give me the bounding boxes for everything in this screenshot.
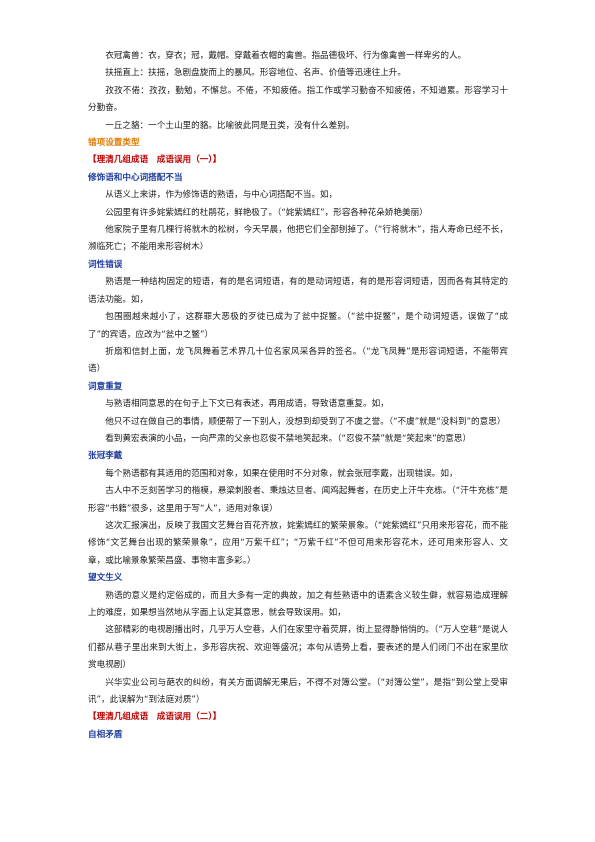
paragraph: 他家院子里有几棵行将就木的松树，今天早晨，他把它们全部刨掉了。（“行将就木”，指…	[88, 225, 508, 253]
paragraph: 熟语的意义是约定俗成的，而且大多有一定的典故，加之有些熟语中的语素含义较生僻，就…	[88, 590, 508, 618]
paragraph: 折扇和信封上面，龙飞凤舞着艺术界几十位名家风采各异的签名。（“龙飞凤舞”是形容词…	[88, 346, 508, 375]
subsection-heading: 修饰语和中心词搭配不当	[88, 172, 183, 183]
paragraph: 孜孜不倦：孜孜，勤勉，不懈怠。不倦，不知疲倦。指工作或学习勤奋不知疲倦，不知道累…	[88, 85, 508, 114]
paragraph: 衣冠禽兽：衣，穿衣；冠，戴帽。穿戴着衣帽的禽兽。指品德极坏、行为像禽兽一样卑劣的…	[105, 51, 467, 61]
subsection-heading: 张冠李戴	[88, 451, 123, 462]
paragraph: 古人中不乏刻苦学习的楷模，悬梁刺股者、秉烛达旦者、闻鸡起舞者，在历史上汗牛充栋。…	[88, 486, 508, 514]
paragraph: 从语义上来讲，作为修饰语的熟语，与中心词搭配不当。如，	[105, 190, 338, 201]
document-page: 衣冠禽兽：衣，穿衣；冠，戴帽。穿戴着衣帽的禽兽。指品德极坏、行为像禽兽一样卑劣的…	[88, 48, 508, 744]
paragraph: 一丘之貉：一个土山里的貉。比喻彼此同是丑类，没有什么差别。	[105, 120, 355, 131]
paragraph: 看到黄宏表演的小品，一向严肃的父亲也忍俊不禁地笑起来。（“忍俊不禁”就是“笑起来…	[105, 433, 472, 444]
subsection-heading: 词性错误	[88, 259, 123, 270]
subsection-heading: 望文生义	[88, 573, 123, 584]
paragraph: 与熟语相同意思的在句子上下文已有表述，再用成语，导致语意重复。如，	[105, 399, 389, 410]
paragraph: 包围圈越来越小了，这群罪大恶极的歹徒已成为了瓮中捉鳖。（“瓮中捉鳖”，是个动词短…	[88, 312, 508, 340]
paragraph: 这次汇报演出，反映了我国文艺舞台百花齐放，姹紫嫣红的繁荣景象。（“姹紫嫣红”只用…	[88, 520, 508, 566]
paragraph: 熟语是一种结构固定的短语，有的是名词短语，有的是动词短语，有的是形容词短语，因而…	[88, 277, 508, 305]
paragraph: 这部精彩的电视剧播出时，几乎万人空巷，人们在家里守着荧屏，街上显得静悄悄的。（“…	[88, 625, 508, 671]
group-heading: 【理清几组成语 成语误用（一）】	[88, 155, 222, 166]
group-heading: 【理清几组成语 成语误用（二）】	[88, 712, 222, 723]
subsection-heading: 词意重复	[88, 381, 123, 392]
paragraph: 扶摇直上：扶摇，急剧盘旋而上的暴风。形容地位、名声、价值等迅速往上升。	[105, 68, 406, 79]
paragraph: 兴华实业公司与葩农的纠纷，有关方面调解无果后，不得不对簿公堂。（“对簿公堂”，是…	[88, 677, 508, 706]
paragraph: 公园里有许多姹紫嫣红的杜鹃花，鲜艳极了。（“姹紫嫣红”，形容各种花朵娇艳美丽）	[105, 207, 428, 218]
paragraph: 他只不过在做自己的事情，顺便帮了一下别人，没想到却受到了不虞之誉。（“不虞”就是…	[105, 416, 506, 427]
section-heading: 错项设置类型	[88, 138, 140, 149]
subsection-heading: 自相矛盾	[88, 729, 123, 740]
paragraph: 每个熟语都有其适用的范围和对象，如果在使用时不分对象，就会张冠李戴，出现错误。如…	[105, 468, 458, 479]
